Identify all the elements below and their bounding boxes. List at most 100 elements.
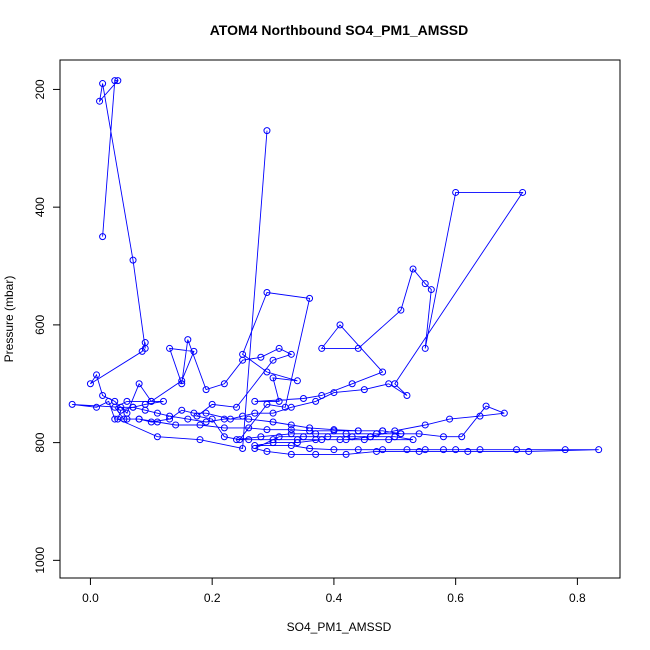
data-point	[415, 447, 423, 455]
data-point	[293, 436, 301, 444]
data-point	[111, 403, 119, 411]
data-point	[153, 418, 161, 426]
data-point	[159, 397, 167, 405]
data-point	[336, 436, 344, 444]
data-point	[293, 377, 301, 385]
data-point	[354, 446, 362, 454]
data-point	[251, 445, 259, 452]
data-point	[342, 430, 350, 438]
data-point	[415, 430, 423, 438]
data-point	[299, 394, 307, 402]
data-point	[312, 397, 320, 405]
data-point	[464, 447, 472, 455]
data-point	[114, 77, 122, 85]
data-point	[318, 392, 326, 400]
y-axis: 200 400 600 800 1000	[33, 79, 61, 574]
y-tick-label: 600	[33, 315, 47, 335]
data-point	[190, 347, 198, 355]
data-point	[421, 421, 429, 429]
data-point	[476, 446, 484, 454]
data-point	[379, 368, 387, 376]
data-point	[245, 415, 253, 423]
data-point	[306, 424, 314, 432]
x-axis: 0.0 0.2 0.4 0.6 0.8	[82, 577, 586, 605]
data-point	[391, 433, 399, 441]
data-point	[245, 424, 253, 432]
data-point	[166, 344, 174, 352]
data-point	[105, 397, 113, 405]
data-point	[178, 377, 186, 385]
data-point	[184, 336, 192, 344]
data-point	[269, 374, 277, 382]
data-point	[257, 433, 265, 441]
data-point	[239, 412, 247, 420]
data-point	[178, 380, 186, 388]
plot-area	[68, 77, 603, 458]
data-point	[263, 426, 271, 434]
data-point	[409, 436, 417, 444]
data-point	[452, 188, 460, 196]
data-point	[202, 418, 210, 426]
data-point	[287, 430, 295, 438]
data-point	[166, 415, 174, 423]
data-point	[190, 409, 198, 417]
data-point	[263, 368, 271, 376]
data-point	[269, 409, 277, 417]
data-point	[330, 427, 338, 435]
data-point	[275, 433, 283, 441]
data-point	[458, 433, 466, 441]
data-point	[409, 265, 417, 273]
data-point	[299, 433, 307, 441]
data-point	[123, 415, 131, 423]
data-point	[251, 409, 259, 417]
data-point	[257, 353, 265, 361]
data-point	[99, 80, 107, 88]
data-point	[360, 386, 368, 394]
data-point	[385, 380, 393, 388]
data-point	[287, 421, 295, 429]
data-point	[99, 392, 107, 400]
data-point	[421, 280, 429, 288]
data-point	[348, 380, 356, 388]
data-point	[373, 430, 381, 438]
data-point	[202, 409, 210, 417]
data-point	[263, 127, 271, 135]
data-point	[500, 409, 508, 417]
data-point	[439, 433, 447, 441]
data-point	[269, 436, 277, 444]
data-point	[220, 415, 228, 423]
data-point	[427, 286, 435, 294]
data-point	[135, 415, 143, 423]
data-point	[123, 397, 131, 405]
data-point	[336, 321, 344, 329]
data-point	[306, 445, 314, 452]
data-point	[153, 433, 161, 441]
data-point	[99, 233, 107, 241]
data-point	[263, 289, 271, 297]
data-point	[348, 433, 356, 441]
data-point	[208, 415, 216, 423]
data-point	[287, 426, 295, 434]
x-tick-label: 0.0	[82, 591, 99, 605]
data-point	[147, 397, 155, 405]
data-point	[366, 433, 374, 441]
data-point	[385, 436, 393, 444]
data-point	[166, 412, 174, 420]
x-tick-label: 0.8	[569, 591, 586, 605]
data-point	[275, 344, 283, 352]
series-line	[72, 80, 599, 455]
data-point	[196, 436, 204, 444]
data-point	[269, 356, 277, 364]
data-point	[93, 403, 101, 411]
data-point	[397, 430, 405, 438]
data-point	[111, 77, 119, 85]
data-point	[117, 406, 125, 414]
data-point	[208, 400, 216, 408]
data-point	[312, 450, 320, 458]
data-point	[129, 403, 137, 411]
data-point	[360, 436, 368, 444]
data-point	[245, 436, 253, 444]
data-point	[239, 445, 247, 452]
data-point	[439, 446, 447, 454]
